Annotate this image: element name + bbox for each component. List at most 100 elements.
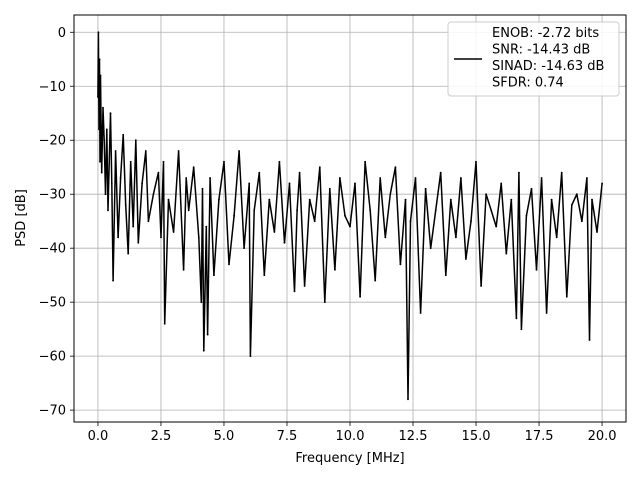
psd-point — [104, 193, 107, 196]
x-tick-label: 10.0 — [336, 429, 365, 444]
psd-point — [399, 263, 402, 266]
psd-point — [490, 209, 493, 212]
psd-point — [518, 171, 520, 174]
psd-point — [213, 274, 215, 277]
psd-point — [293, 290, 296, 293]
psd-point — [540, 177, 543, 179]
psd-point — [455, 236, 457, 239]
psd-point — [202, 349, 205, 352]
psd-point — [520, 328, 523, 331]
psd-point — [122, 133, 125, 136]
psd-point — [535, 268, 538, 271]
psd-point — [205, 225, 208, 228]
psd-point — [192, 166, 195, 169]
psd-point — [283, 241, 286, 244]
psd-point — [364, 160, 366, 163]
psd-point — [555, 236, 558, 239]
psd-point — [144, 150, 147, 152]
psd-point — [505, 252, 508, 255]
psd-point — [581, 220, 583, 223]
y-tick-label: −20 — [39, 134, 66, 149]
psd-point — [268, 198, 271, 201]
psd-point — [379, 177, 382, 179]
psd-point — [233, 214, 236, 217]
psd-point — [248, 182, 251, 185]
psd-point — [500, 182, 503, 185]
x-tick-label: 17.5 — [525, 429, 554, 444]
psd-point — [100, 171, 103, 174]
psd-point — [99, 74, 102, 77]
psd-point — [114, 150, 117, 152]
psd-point — [485, 193, 487, 196]
psd-point — [344, 214, 346, 217]
psd-point — [545, 312, 548, 314]
psd-point — [197, 236, 200, 239]
psd-point — [97, 31, 100, 34]
psd-point — [308, 198, 311, 201]
psd-point — [141, 182, 144, 185]
x-tick-label: 5.0 — [214, 429, 235, 444]
psd-point — [419, 312, 422, 314]
psd-point — [243, 247, 246, 250]
psd-point — [429, 247, 432, 250]
x-tick-label: 7.5 — [277, 429, 298, 444]
psd-point — [495, 225, 498, 228]
psd-point — [99, 160, 101, 163]
x-tick-label: 15.0 — [462, 429, 491, 444]
legend-entry: SFDR: 0.74 — [492, 76, 564, 91]
psd-point — [404, 198, 407, 201]
psd-point — [349, 225, 351, 228]
psd-point — [439, 171, 442, 174]
legend-entry: SINAD: -14.63 dB — [492, 59, 604, 74]
psd-point — [591, 198, 593, 201]
psd-point — [434, 209, 437, 212]
psd-point — [162, 160, 165, 163]
psd-point — [480, 285, 482, 287]
psd-point — [414, 177, 417, 179]
legend-entry: SNR: -14.43 dB — [492, 43, 590, 58]
psd-point — [510, 198, 513, 201]
psd-point — [588, 339, 591, 341]
psd-point — [163, 322, 166, 325]
y-axis: 0 −10 −20 −30 −40 −50 −60 −70 — [39, 26, 74, 419]
x-tick-label: 12.5 — [399, 429, 428, 444]
psd-point — [409, 220, 412, 223]
x-axis: 0.0 2.5 5.0 7.5 10.0 12.5 15.0 17.5 20.0 — [88, 422, 617, 444]
psd-point — [273, 231, 276, 233]
psd-point — [449, 198, 452, 201]
psd-point — [288, 182, 291, 185]
y-tick-label: −10 — [39, 80, 66, 95]
psd-point — [134, 139, 137, 142]
psd-point — [470, 220, 472, 223]
psd-point — [575, 193, 578, 196]
psd-point — [223, 160, 225, 163]
psd-point — [359, 295, 361, 298]
psd-line — [97, 31, 603, 401]
psd-point — [475, 160, 477, 163]
psd-point — [339, 177, 341, 179]
psd-point — [209, 177, 212, 179]
psd-point — [105, 128, 108, 131]
psd-point — [384, 236, 387, 239]
y-tick-label: −60 — [39, 350, 66, 365]
psd-point — [238, 150, 241, 152]
psd-point — [167, 198, 170, 201]
psd-series — [97, 31, 603, 401]
psd-point — [515, 317, 518, 320]
psd-point — [182, 268, 185, 271]
psd-point — [98, 58, 101, 61]
y-tick-label: −30 — [39, 188, 66, 203]
psd-point — [444, 274, 447, 277]
psd-point — [354, 182, 356, 185]
psd-point — [407, 398, 409, 401]
psd-point — [560, 171, 563, 174]
psd-point — [112, 279, 114, 282]
psd-point — [465, 258, 467, 260]
grid-lines — [74, 15, 626, 422]
psd-point — [303, 285, 306, 287]
psd-point — [278, 160, 281, 163]
psd-point — [201, 187, 204, 190]
psd-point — [98, 128, 100, 131]
psd-point — [258, 171, 261, 174]
